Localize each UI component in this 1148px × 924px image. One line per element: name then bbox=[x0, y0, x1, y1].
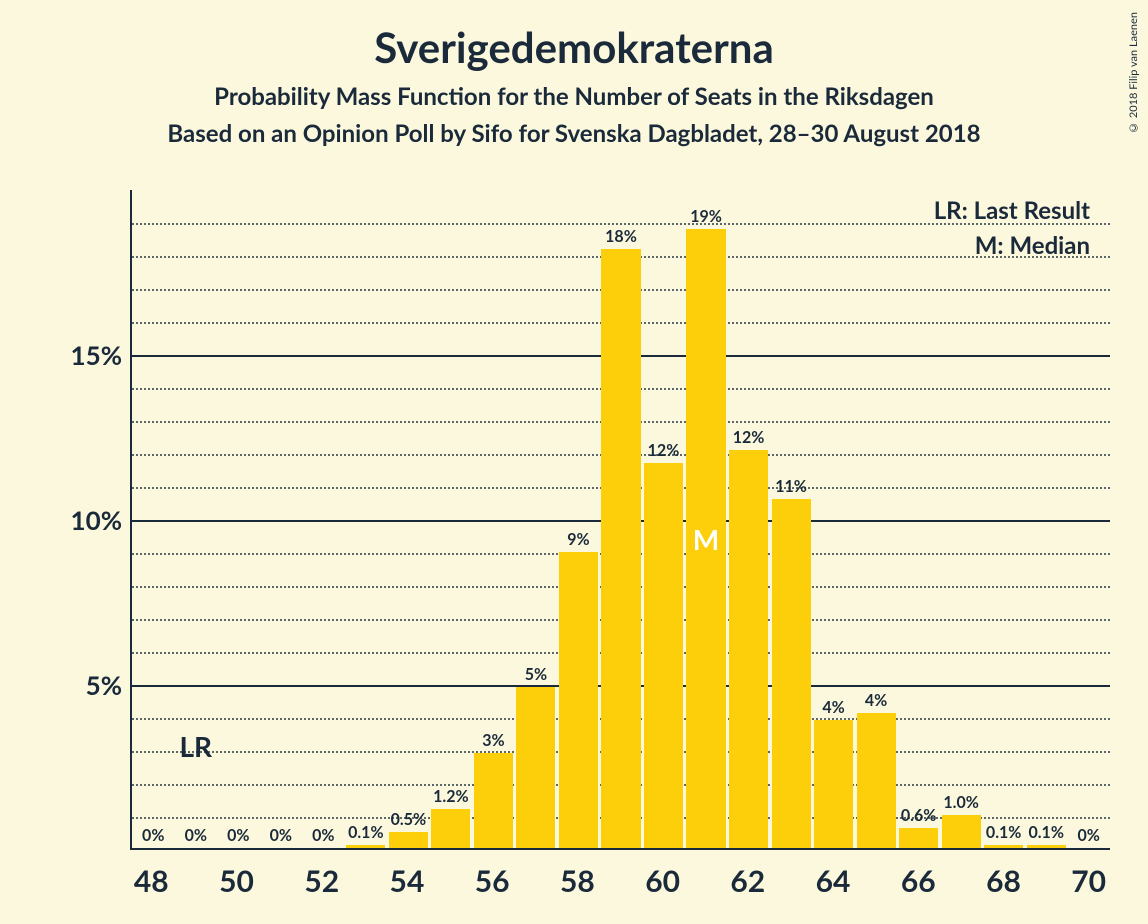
bar-slot: 19%M bbox=[685, 190, 728, 848]
bar-slot: 0% bbox=[132, 190, 175, 848]
bar: 0.1% bbox=[346, 845, 385, 848]
bar: 9% bbox=[559, 552, 598, 848]
x-tick-label: 48 bbox=[134, 863, 169, 899]
bar-value-label: 18% bbox=[594, 227, 649, 249]
bar-slot: 0% bbox=[217, 190, 260, 848]
bar: 18% bbox=[601, 249, 640, 848]
y-tick-label: 5% bbox=[86, 669, 122, 701]
bar-value-label: 12% bbox=[721, 428, 776, 450]
bar: 1.0% bbox=[942, 815, 981, 848]
x-tick-label: 64 bbox=[816, 863, 851, 899]
bar-value-label: 1.0% bbox=[934, 793, 989, 815]
plot-region: LR: Last Result M: Median 0%0%0%0%0%0.1%… bbox=[130, 190, 1110, 850]
bar: 0.6% bbox=[899, 828, 938, 848]
chart-title: Sverigedemokraterna bbox=[0, 22, 1148, 72]
x-tick-label: 50 bbox=[219, 863, 254, 899]
bar-slot: 12% bbox=[727, 190, 770, 848]
bar: 12% bbox=[644, 463, 683, 848]
chart-subtitle-1: Probability Mass Function for the Number… bbox=[0, 82, 1148, 111]
bar-slot: 0% bbox=[302, 190, 345, 848]
y-tick-label: 15% bbox=[71, 339, 122, 371]
bar: 0.5% bbox=[389, 832, 428, 848]
bars-container: 0%0%0%0%0%0.1%0.5%1.2%3%5%9%18%12%19%M12… bbox=[132, 190, 1110, 848]
x-tick-label: 52 bbox=[304, 863, 339, 899]
bar-value-label: 1.2% bbox=[424, 787, 479, 809]
y-tick-label: 10% bbox=[71, 504, 122, 536]
bar-slot: 0.1% bbox=[982, 190, 1025, 848]
bar: 4% bbox=[857, 713, 896, 848]
x-tick-label: 66 bbox=[901, 863, 936, 899]
bar-slot: 0.1% bbox=[1025, 190, 1068, 848]
bar-value-label: 12% bbox=[636, 441, 691, 463]
bar: 0.1% bbox=[1027, 845, 1066, 848]
copyright-text: © 2018 Filip van Laenen bbox=[1127, 12, 1140, 134]
bar-slot: 12% bbox=[642, 190, 685, 848]
x-tick-label: 68 bbox=[986, 863, 1021, 899]
bar-slot: 0% bbox=[260, 190, 303, 848]
bar-value-label: 11% bbox=[764, 477, 819, 499]
bar: 19%M bbox=[686, 229, 725, 848]
chart-area: 5% 10% 15% LR: Last Result M: Median 0%0%0… bbox=[70, 190, 1120, 910]
bar-value-label: 9% bbox=[551, 530, 606, 552]
bar: 4% bbox=[814, 720, 853, 848]
x-tick-label: 56 bbox=[475, 863, 510, 899]
bar-value-label: 0.5% bbox=[381, 810, 436, 832]
x-tick-label: 54 bbox=[390, 863, 425, 899]
bar: 3% bbox=[474, 753, 513, 848]
bar-value-label: 0% bbox=[1061, 826, 1116, 848]
bar: 0.1% bbox=[984, 845, 1023, 848]
chart-titles: Sverigedemokraterna Probability Mass Fun… bbox=[0, 0, 1148, 148]
bar-slot: 0.5% bbox=[387, 190, 430, 848]
bar: 5% bbox=[516, 687, 555, 848]
x-tick-label: 70 bbox=[1071, 863, 1106, 899]
bar-value-label: 4% bbox=[849, 691, 904, 713]
bar: 1.2% bbox=[431, 809, 470, 848]
x-axis-labels: 48 50 52 54 56 58 60 62 64 66 68 70 bbox=[130, 855, 1110, 905]
bar-value-label: 19% bbox=[679, 207, 734, 229]
bar-value-label: 5% bbox=[509, 665, 564, 687]
bar-slot: 3% bbox=[472, 190, 515, 848]
bar-slot: 18% bbox=[600, 190, 643, 848]
bar-slot: 4% bbox=[812, 190, 855, 848]
x-tick-label: 60 bbox=[645, 863, 680, 899]
bar-slot: 9% bbox=[557, 190, 600, 848]
bar-slot: 0% bbox=[1067, 190, 1110, 848]
chart-subtitle-2: Based on an Opinion Poll by Sifo for Sve… bbox=[0, 119, 1148, 148]
bar-slot: 1.0% bbox=[940, 190, 983, 848]
bar-slot: 5% bbox=[515, 190, 558, 848]
bar-slot: 0.1% bbox=[345, 190, 388, 848]
bar-value-label: 3% bbox=[466, 731, 521, 753]
x-tick-label: 62 bbox=[730, 863, 765, 899]
last-result-marker: LR bbox=[180, 729, 213, 766]
bar-slot: 4% bbox=[855, 190, 898, 848]
bar-slot: 0.6% bbox=[897, 190, 940, 848]
y-axis-labels: 5% 10% 15% bbox=[70, 190, 130, 850]
bar: 12% bbox=[729, 450, 768, 848]
bar-slot: 11% bbox=[770, 190, 813, 848]
x-tick-label: 58 bbox=[560, 863, 595, 899]
bar: 11% bbox=[772, 499, 811, 848]
median-marker: M bbox=[686, 522, 725, 556]
